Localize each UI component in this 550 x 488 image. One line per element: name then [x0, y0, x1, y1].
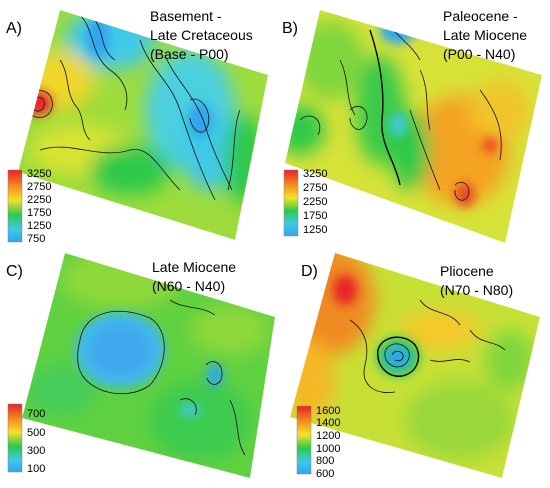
panel-b-map: [285, 10, 542, 243]
panel-a-title-line-3: (Base - P00): [150, 46, 229, 62]
panel-b-tick-4: 1750: [303, 210, 327, 222]
panel-c: C) Late Miocene (N60 - N40) 700 500 300 …: [6, 253, 275, 478]
panel-b: B) Paleocene - Late Miocene (P00 - N40) …: [282, 8, 542, 243]
panel-d-tick-3: 1200: [316, 430, 340, 442]
panel-a-colorbar: 3250 2750 2250 1750 1250 750: [7, 168, 51, 245]
panel-c-title-line-1: Late Miocene: [152, 259, 236, 275]
panel-d-tick-4: 1000: [316, 443, 340, 455]
panel-c-tick-4: 100: [27, 463, 45, 475]
panel-b-tick-2: 2750: [303, 182, 327, 194]
panel-a-tick-1: 3250: [27, 168, 51, 180]
panel-c-colorbar: 700 500 300 100: [7, 403, 45, 475]
panel-d-tick-6: 600: [316, 468, 334, 480]
panel-a-tick-2: 2750: [27, 181, 51, 193]
panel-d: D) Pliocene (N70 - N80) 1600 1400 1200 1…: [290, 253, 540, 480]
panel-b-title-line-1: Paleocene -: [443, 8, 518, 24]
panel-a-tick-3: 2250: [27, 194, 51, 206]
panel-c-tick-1: 700: [27, 408, 45, 420]
panel-d-title-line-1: Pliocene: [440, 263, 494, 279]
panel-b-tick-3: 2250: [303, 196, 327, 208]
panel-b-tick-1: 3250: [303, 168, 327, 180]
panel-d-letter: D): [301, 263, 318, 280]
panel-a-tick-4: 1750: [27, 207, 51, 219]
panel-d-tick-2: 1400: [316, 417, 340, 429]
panel-a-tick-5: 1250: [27, 220, 51, 232]
panel-c-tick-2: 500: [27, 427, 45, 439]
panel-b-tick-5: 1250: [303, 224, 327, 236]
panel-a-title-line-1: Basement -: [150, 8, 222, 24]
panel-d-tick-1: 1600: [316, 405, 340, 417]
panel-d-title-line-2: (N70 - N80): [440, 282, 513, 298]
panel-a-letter: A): [6, 20, 22, 37]
panel-d-colorbar: 1600 1400 1200 1000 800 600: [296, 405, 340, 480]
panel-a: A) Basement - Late Cretaceous (Base - P0…: [6, 8, 268, 245]
panel-b-title-line-2: Late Miocene: [443, 27, 527, 43]
panel-b-colorbar: 3250 2750 2250 1750 1250: [283, 168, 327, 237]
panel-b-letter: B): [282, 20, 298, 37]
panel-a-map: [18, 10, 268, 240]
panel-a-tick-6: 750: [27, 233, 45, 245]
panel-a-title-line-2: Late Cretaceous: [150, 27, 253, 43]
panel-c-letter: C): [6, 263, 23, 280]
panel-c-title-line-2: (N60 - N40): [152, 278, 225, 294]
panel-b-title-line-3: (P00 - N40): [443, 46, 515, 62]
panel-c-tick-3: 300: [27, 445, 45, 457]
panel-d-tick-5: 800: [316, 455, 334, 467]
panel-c-map: [22, 253, 275, 478]
